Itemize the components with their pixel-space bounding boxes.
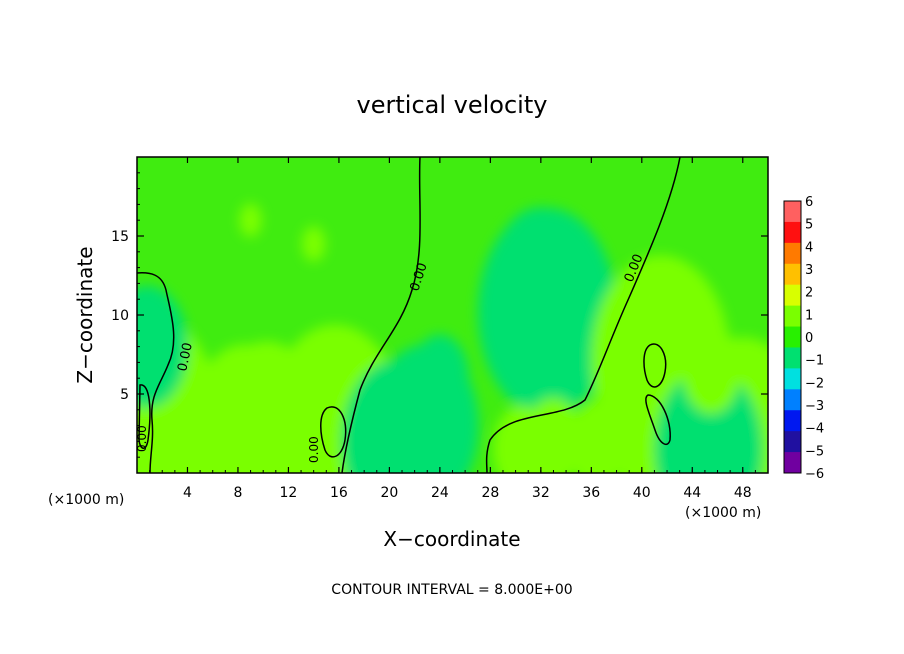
contour-label: 0.00 [175,341,196,372]
colorbar-label: 5 [805,218,813,233]
colorbar-label: 0 [805,331,813,346]
x-tick-label: 40 [633,485,651,501]
x-tick-label: 8 [233,485,242,501]
colorbar-swatch [784,368,801,390]
colorbar-swatch [784,242,801,265]
heat-blob [490,207,592,360]
colorbar-swatch [784,263,801,286]
colorbar-swatch [784,201,801,223]
y-tick-label: 15 [111,229,129,245]
heat-blob [524,397,583,473]
colorbar-label: 2 [805,286,813,301]
heat-blob [239,203,262,237]
colorbar-label: 3 [805,263,813,278]
contour-line-right [485,157,681,473]
y-axis-label: Z−coordinate [73,246,97,383]
x-unit-right: (×1000 m) [685,505,761,521]
x-tick-label: 20 [380,485,398,501]
chart-title: vertical velocity [357,91,548,119]
colorbar-label: −5 [805,444,824,459]
contour-label: 0.00 [135,425,149,452]
x-tick-label: 12 [280,485,298,501]
colorbar-swatch [784,284,801,307]
x-axis-ticks: 4 8 12 16 20 24 28 32 36 40 44 48 [136,157,769,501]
y-tick-label: 10 [111,308,129,324]
contour-loop-mid [320,406,347,458]
y-axis-ticks: 5 10 15 [111,156,768,474]
colorbar-label: 4 [805,240,813,255]
colorbar-swatch [784,410,801,432]
colorbar-label: −1 [805,354,824,369]
heat-blob [137,285,188,408]
colorbar-swatch [784,389,801,411]
heat-blob [190,344,299,473]
heat-blob [682,326,741,414]
x-tick-label: 32 [532,485,550,501]
colorbar-label: −2 [805,376,824,391]
contour-loop-left [138,384,151,449]
contour-label: 0.00 [307,436,321,463]
x-tick-label: 24 [431,485,449,501]
colorbar-swatch [784,326,801,348]
x-unit-left: (×1000 m) [48,492,124,508]
heat-blob [410,334,469,422]
x-tick-label: 28 [481,485,499,501]
heat-blob [654,368,763,473]
colorbar-label: −6 [805,467,824,482]
plot-area [136,156,769,474]
zero-contours [137,157,681,473]
contour-line-middle [341,157,421,473]
colorbar-swatch [784,431,801,453]
contour-loop-right [643,343,667,388]
colorbar-swatch [784,452,801,474]
colorbar-label: −3 [805,399,824,414]
colorbar-label: −4 [805,422,824,437]
colorbar-frame [783,200,802,474]
x-tick-label: 48 [734,485,752,501]
x-tick-label: 16 [330,485,348,501]
x-tick-label: 4 [183,485,192,501]
y-tick-label: 5 [120,387,129,403]
colorbar: 6 5 4 3 2 1 0 −1 −2 −3 −4 −5 −6 [783,195,824,482]
contour-line-left [137,272,175,473]
heat-blob [568,400,627,473]
colorbar-label: 1 [805,308,813,323]
heatmap-field [137,203,768,473]
colorbar-swatch [784,305,801,328]
colorbar-swatch [784,221,801,244]
contour-interval-note: CONTOUR INTERVAL = 8.000E+00 [331,582,572,598]
x-tick-label: 36 [582,485,600,501]
colorbar-label: 6 [805,195,813,210]
contour-loop-right-low [645,394,671,446]
x-tick-label: 44 [683,485,701,501]
heat-blob [301,226,326,262]
x-axis-label: X−coordinate [383,527,520,551]
colorbar-swatch [784,347,801,369]
